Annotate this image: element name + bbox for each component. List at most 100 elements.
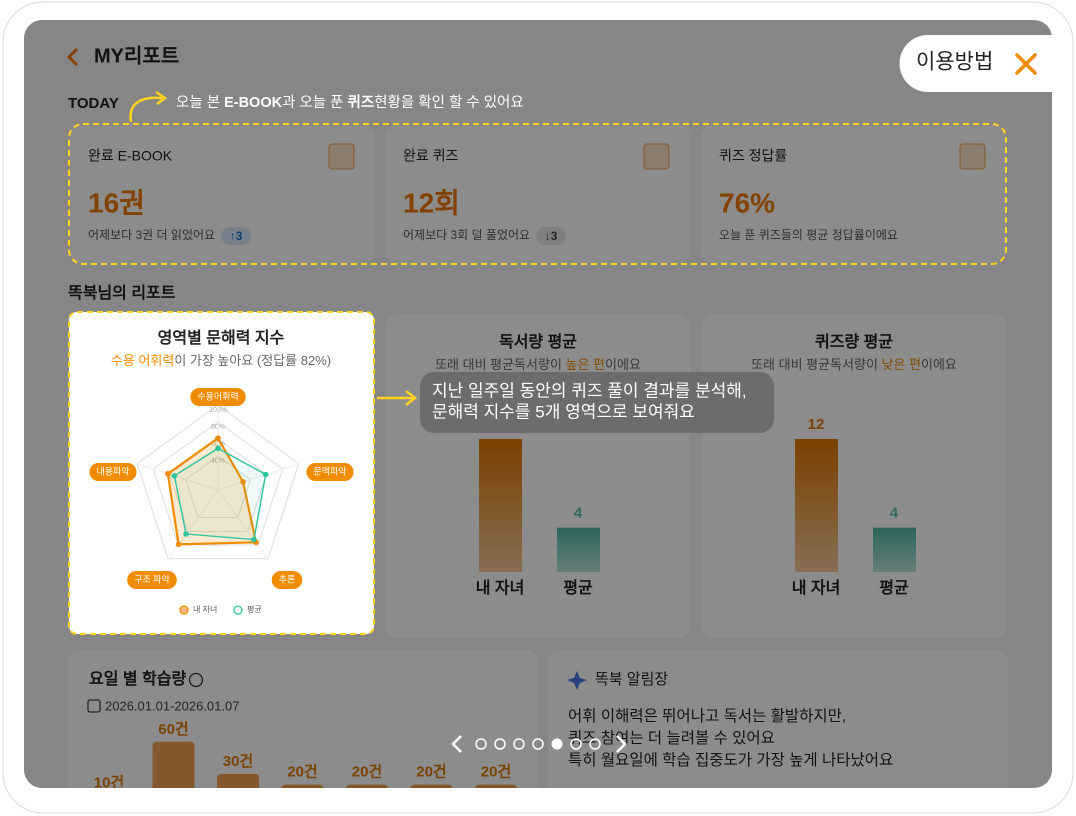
tooltip-line: 문해력 지수를 5개 영역으로 보여줘요 [432,402,695,421]
pager-dot[interactable] [475,738,487,750]
notice-card [548,650,1008,788]
axis-pill [190,388,246,406]
axis-pill [127,571,177,589]
radar-point [183,531,189,537]
notice-line: 특히 월요일에 학습 집중도가 가장 높게 나타났어요 [568,751,893,769]
legend-swatch [179,605,189,615]
bar-category: 평균 [563,579,593,597]
guide-part: 오늘 본 [176,94,224,111]
badge-text: ↑3 [230,229,243,243]
bar-value: 4 [574,505,583,522]
pager-dot[interactable] [570,738,582,750]
radar-point [251,536,257,543]
guide-arrowhead [155,90,168,105]
subtitle-part: 낮은 편 [882,357,922,372]
weekly-period: 2026.01.01-2026.01.07 [105,698,239,713]
bar-value: 12 [808,416,825,433]
pager-prev[interactable] [451,735,462,753]
page-title: MY리포트 [94,44,179,67]
bar-category: 내 자녀 [476,579,525,597]
bar-value: 30건 [223,753,254,770]
section-label: TODAY [68,95,119,112]
radar-area [166,436,258,546]
notice-line: 퀴즈 참여는 더 늘려볼 수 있어요 [568,729,775,747]
pager-next[interactable] [616,735,627,753]
radar-point [215,435,221,441]
card-label: 완료 퀴즈 [403,148,459,164]
tooltip-line: 지난 일주일 동안의 퀴즈 풀이 결과를 분석해, [432,381,747,400]
subtitle-part: 또래 대비 평균독서량이 [751,357,881,372]
today-cards: 완료 E-BOOK 16권어제보다 3권 더 읽었어요 ↑3 완료 퀴즈 12회어제보다… [70,125,1006,263]
pager-dot[interactable] [513,738,525,750]
guide-arrow [129,96,163,123]
bar [795,439,838,572]
card-title: 퀴즈량 평균 [815,332,893,351]
legend-swatch [233,605,243,615]
card-badge [536,227,567,245]
help-label: 이용방법 [916,51,993,74]
pager-dot[interactable] [494,738,506,750]
bar-category: 내 자녀 [792,579,841,597]
axis-label: 내용파악 [96,465,129,476]
radar-ring [168,438,268,532]
highlight-text: 수용 어휘력 [111,353,174,368]
radar-spoke [167,489,219,560]
radar-point [262,471,269,478]
radar-ring [136,404,300,560]
weekly-title: 요일 별 학습량 [89,669,186,688]
radar-spoke [217,489,269,560]
bar-value: 20건 [416,764,447,781]
pager-dot-active[interactable] [551,738,563,750]
guide-part: 과 오늘 푼 [282,94,347,111]
back-button[interactable] [66,47,79,67]
highlight-box [68,123,1007,265]
axis-label: 문맥파악 [313,465,346,476]
info-icon[interactable] [188,672,204,688]
pager-dot[interactable] [532,738,544,750]
card-subtitle: 또래 대비 평균독서량이 높은 편이에요 [435,357,641,372]
radar-ring [152,421,284,546]
guide-part: 퀴즈 [348,93,375,111]
radar-point [240,479,246,485]
radar-card [68,311,375,635]
axis-label: 추론 [279,574,296,584]
card-label: 퀴즈 정답률 [719,148,787,164]
sparkle-icon [567,671,587,690]
radar-subtitle: 수용 어휘력이 가장 높아요 (정답률 82%) [111,353,331,368]
legend-label: 평균 [247,604,262,614]
axis-pill [306,463,354,481]
bar-card [701,315,1006,638]
card-value: 76% [719,187,775,218]
today-card [701,125,1006,263]
notice-title: 똑북 알림장 [595,671,668,688]
radar-title: 영역별 문해력 지수 [158,328,285,347]
bar [557,527,600,572]
notice-line: 어휘 이해력은 뛰어나고 독서는 활발하지만, [568,707,846,725]
guide-part: E-BOOK [224,95,283,111]
card-badge [221,227,252,245]
help-button[interactable] [899,35,1052,92]
card-note: 어제보다 3회 덜 풀었어요 [403,228,530,242]
radar-spoke [217,463,299,491]
tooltip-arrowhead [405,390,418,406]
subtitle-part: 이에요 [605,357,641,372]
close-button[interactable] [1015,53,1037,75]
bar-value: 4 [890,505,899,522]
bar-value: 20건 [352,764,383,781]
card-value: 16권 [88,187,145,218]
bar-value: 20건 [481,764,512,781]
calendar-icon [87,699,101,713]
axis-pill [89,463,137,481]
bar [152,741,195,788]
subtitle-part: 이에요 [921,357,957,372]
radar-area [173,447,267,541]
bar-value: 10건 [94,774,125,791]
pager-dot[interactable] [589,738,601,750]
radar-point [175,541,182,548]
card-note: 어제보다 3권 더 읽었어요 [88,228,215,242]
guide-text: 오늘 본 E-BOOK과 오늘 푼 퀴즈현황을 확인 할 수 있어요 [176,93,524,111]
axis-label: 구조 파악 [134,573,170,584]
radar-point [165,470,171,477]
tooltip [420,372,774,433]
